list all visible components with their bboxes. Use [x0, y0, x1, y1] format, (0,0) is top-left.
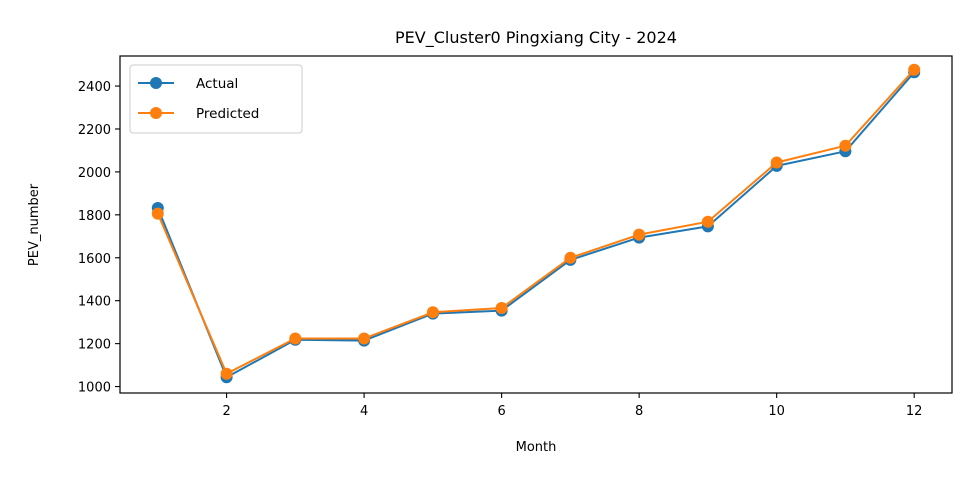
y-tick-label: 2400 [78, 80, 111, 95]
y-tick-label: 1000 [78, 381, 111, 396]
y-axis: 1000 1200 1400 1600 1800 2000 2200 2400 [78, 80, 120, 396]
legend-marker-actual [150, 77, 162, 89]
x-tick-label: 2 [222, 404, 230, 419]
data-point-predicted [495, 302, 508, 314]
data-point-predicted [564, 251, 577, 264]
data-point-predicted [633, 228, 646, 241]
y-tick-label: 1800 [78, 209, 111, 224]
x-tick-label: 4 [360, 404, 368, 419]
y-axis-label: PEV_number [27, 183, 42, 266]
legend-item-predicted: Predicted [138, 106, 259, 122]
x-tick-label: 12 [906, 404, 923, 419]
plot-area: 2 4 6 8 10 12 1000 1200 1400 1600 1800 2000 2200 240… [78, 55, 953, 419]
data-point-predicted [220, 367, 233, 380]
legend-label-predicted: Predicted [196, 106, 259, 122]
x-tick-label: 6 [497, 404, 505, 419]
data-point-predicted [770, 156, 783, 169]
plot-frame [119, 55, 953, 394]
data-point-predicted [151, 207, 164, 220]
data-point-predicted [908, 63, 921, 76]
chart-title: PEV_Cluster0 Pingxiang City - 2024 [395, 28, 677, 48]
x-axis: 2 4 6 8 10 12 [222, 393, 922, 419]
data-point-predicted [839, 139, 852, 152]
data-point-predicted [289, 332, 302, 345]
legend-marker-predicted [150, 107, 162, 119]
legend-item-actual: Actual [138, 76, 238, 92]
legend: Actual Predicted [129, 64, 303, 134]
series-layer [151, 63, 921, 384]
y-tick-label: 1600 [78, 252, 111, 267]
x-tick-label: 10 [768, 404, 785, 419]
data-point-predicted [358, 332, 371, 345]
data-point-predicted [701, 215, 714, 228]
series-line-actual [156, 71, 915, 379]
series-predicted [151, 63, 921, 380]
x-axis-label: Month [516, 440, 557, 455]
x-tick-label: 8 [635, 404, 643, 419]
y-tick-label: 2200 [78, 123, 111, 138]
y-tick-label: 1400 [78, 295, 111, 310]
y-tick-label: 1200 [78, 338, 111, 353]
series-line-predicted [156, 69, 915, 375]
data-point-predicted [426, 306, 439, 319]
legend-label-actual: Actual [196, 76, 238, 92]
y-tick-label: 2000 [78, 166, 111, 181]
